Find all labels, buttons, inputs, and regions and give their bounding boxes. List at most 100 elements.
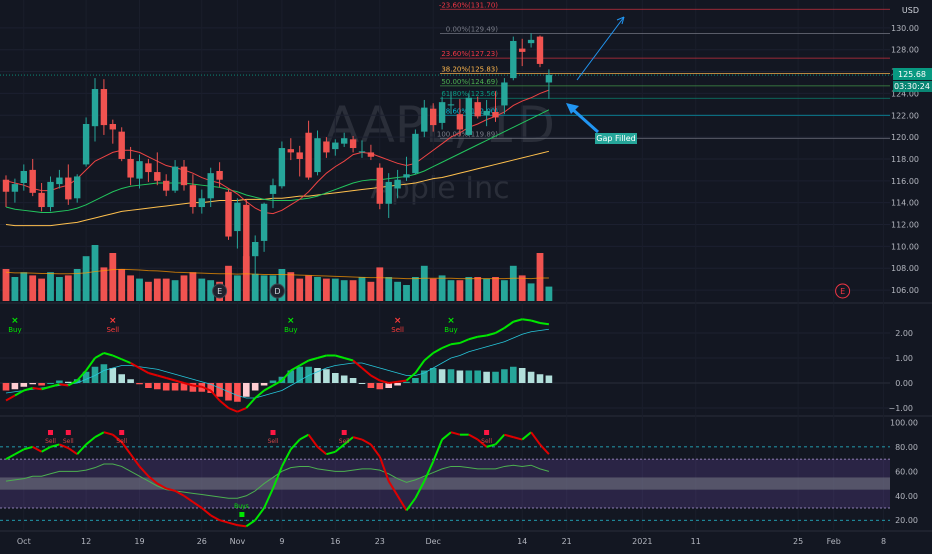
rsi-line-segment (378, 456, 390, 482)
rsi-line-segment (41, 446, 51, 453)
price-tick-label: 124.00 (891, 89, 919, 98)
macd-histogram-bar (145, 383, 152, 388)
ma-long-line (5, 150, 550, 227)
rsi-line-segment (494, 433, 506, 446)
volume-bar (171, 280, 179, 301)
volume-bar (501, 280, 508, 301)
price-pane[interactable]: -23.60%(131.70) 0.00%(129.49) 23.60%(127.2… (0, 1, 893, 301)
candle-body (145, 163, 152, 173)
macd-line-segment (370, 374, 381, 382)
rsi-line-segment (245, 519, 256, 528)
volume-bar (438, 275, 446, 301)
rsi-line-segment (192, 501, 203, 509)
rsi-sell-label: Sell (268, 438, 279, 445)
macd-line-segment (486, 332, 496, 337)
rsi-sell-marker (270, 430, 276, 435)
rsi-line-segment (23, 445, 33, 451)
candle-body (536, 36, 544, 64)
macd-histogram-bar (154, 383, 161, 390)
volume-bar (456, 280, 464, 301)
rsi-tick-label: 80.00 (895, 443, 918, 452)
rsi-line-segment (14, 448, 25, 456)
time-tick-label: 12 (81, 537, 91, 546)
macd-line-segment (432, 347, 443, 354)
candle-body (332, 142, 339, 150)
signal-label: Buy (284, 326, 297, 334)
macd-line-segment (397, 379, 407, 383)
volume-bar (340, 280, 348, 301)
rsi-sell-label: Sell (116, 438, 127, 445)
macd-histogram-bar (20, 383, 28, 387)
rsi-line-segment (174, 490, 185, 497)
volume-bar (109, 253, 117, 301)
rsi-line-segment (539, 443, 550, 455)
macd-line-segment (121, 358, 131, 364)
price-tick-label: 120.00 (891, 133, 919, 142)
macd-histogram-bar (412, 378, 419, 383)
macd-line-segment (290, 364, 301, 372)
candle-body (394, 179, 401, 189)
candle-body (189, 185, 197, 208)
volume-bar (145, 281, 152, 301)
candle-body (527, 39, 535, 44)
event-marker (269, 283, 285, 299)
rsi-line-segment (59, 443, 69, 450)
macd-histogram-bar (162, 383, 170, 391)
volume-bar (251, 273, 259, 301)
macd-histogram-bar (296, 366, 303, 383)
rsi-tick-label: 100.00 (890, 418, 918, 427)
price-tick-label: 112.00 (891, 221, 919, 230)
rsi-line-segment (316, 446, 328, 455)
macd-line-segment (539, 322, 550, 326)
candle-body (20, 170, 27, 183)
volume-bar (11, 277, 19, 301)
candle-body (421, 107, 428, 132)
volume-bar (403, 285, 410, 301)
macd-line-segment (183, 382, 194, 387)
macd-pane[interactable]: ×Buy×Sell×Buy×Sell×Buy (0, 316, 890, 413)
volume-bar (38, 278, 45, 301)
macd-line-segment (317, 354, 327, 359)
volume-bar (465, 277, 473, 301)
time-tick-label: 2021 (632, 537, 652, 546)
macd-line-segment (41, 385, 51, 391)
rsi-line-segment (210, 514, 221, 522)
rsi-line-segment (370, 443, 381, 458)
rsi-line-segment (414, 480, 426, 499)
candle-body (501, 82, 508, 106)
rsi-sell-label: Sell (45, 438, 56, 445)
macd-histogram-bar (109, 368, 117, 383)
macd-histogram-bar (260, 383, 268, 386)
rsi-line-segment (272, 466, 283, 489)
rsi-line-segment (486, 443, 496, 448)
time-axis[interactable]: Oct 12 19 26 Nov 9 16 23 Dec 14 21 2021 11 25 Feb 8 (17, 537, 886, 546)
signal-cross-icon: × (394, 316, 402, 326)
candle-body (29, 169, 36, 193)
macd-histogram-bar (38, 383, 45, 386)
candle-body (545, 74, 553, 83)
candle-body (296, 152, 303, 159)
volume-bar (225, 265, 232, 301)
macd-line-segment (513, 318, 523, 323)
candle-body (74, 176, 81, 199)
candle-body (492, 111, 499, 118)
macd-line-segment (103, 352, 114, 357)
macd-histogram-bar (510, 366, 517, 383)
macd-line-segment (495, 327, 505, 334)
candle-body (447, 104, 455, 106)
rsi-line-segment (156, 482, 167, 490)
rsi-line-segment (334, 443, 345, 453)
macd-histogram-bar (56, 380, 63, 383)
candle-body (510, 40, 517, 79)
rsi-pane[interactable]: Sell Sell Sell Sell Sell Sell Buys (0, 430, 890, 528)
macd-histogram-bar (474, 370, 481, 383)
price-tick-label: 128.00 (891, 46, 919, 55)
macd-histogram-bar (207, 383, 214, 393)
rsi-sell-marker (48, 430, 53, 435)
volume-bar (118, 269, 126, 301)
macd-line-segment (23, 387, 33, 392)
volume-bar (492, 277, 499, 301)
